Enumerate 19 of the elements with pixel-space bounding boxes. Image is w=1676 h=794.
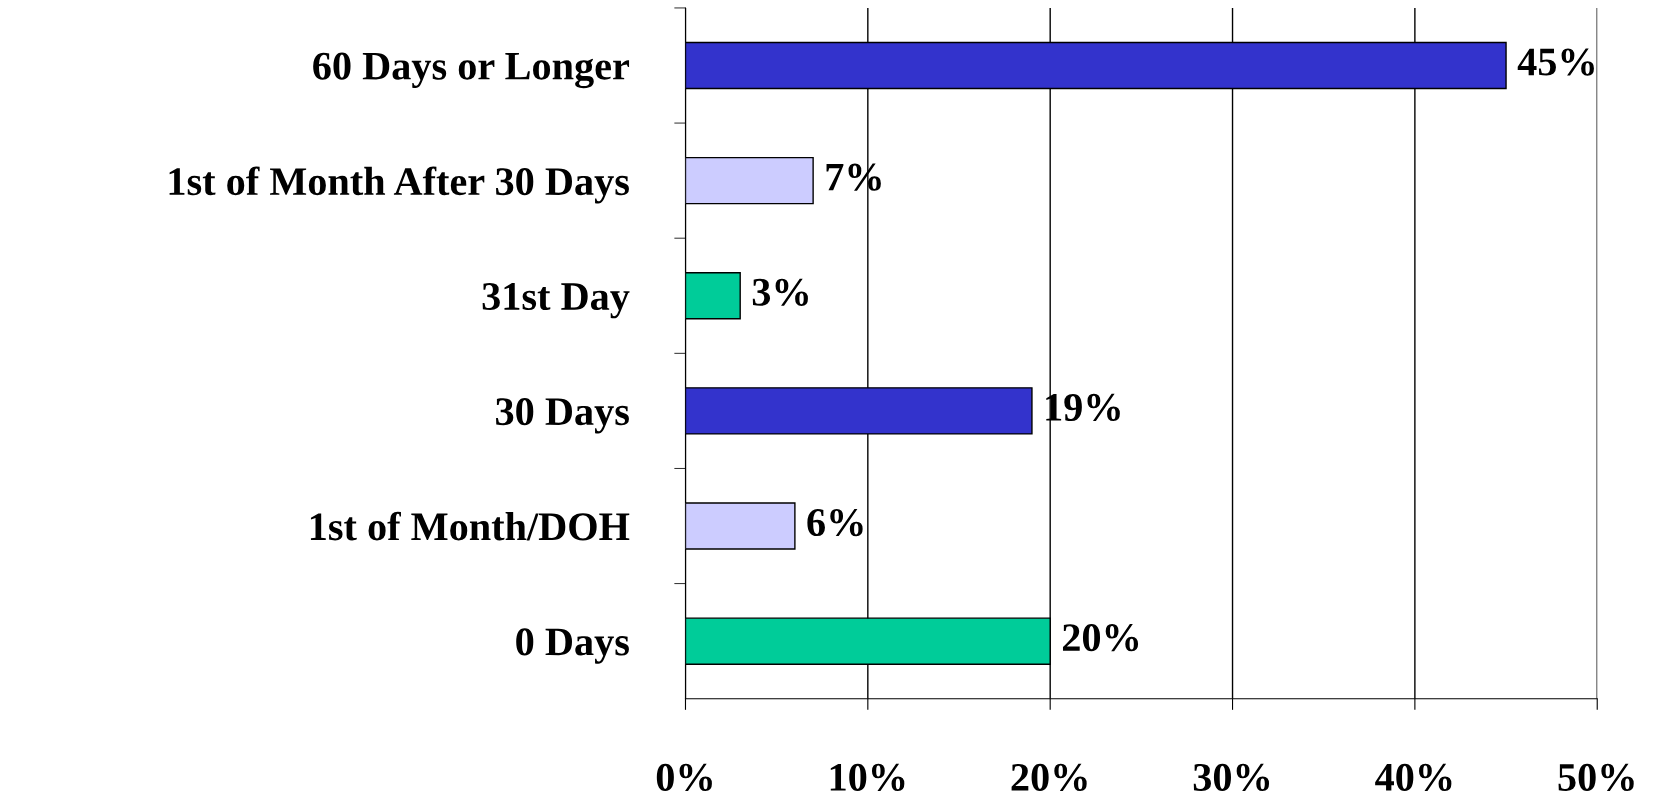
data-label: 45% bbox=[1517, 48, 1594, 76]
x-tick-label: 50% bbox=[1558, 763, 1634, 792]
y-tick-label: 0 Days bbox=[516, 628, 629, 664]
x-tick-label: 10% bbox=[830, 763, 905, 792]
bar bbox=[685, 272, 741, 320]
y-tick-label: 31st Day bbox=[482, 283, 630, 319]
bar bbox=[685, 502, 796, 550]
data-label: 20% bbox=[1062, 624, 1139, 652]
x-tick-label: 20% bbox=[1011, 763, 1087, 792]
y-tick-label: 30 Days bbox=[496, 398, 629, 434]
y-tick-label: 1st of Month After 30 Days bbox=[169, 166, 629, 204]
y-tick-label: 1st of Month/DOH bbox=[310, 511, 630, 541]
x-tick-label: 30% bbox=[1193, 763, 1270, 792]
x-tick-label: 40% bbox=[1375, 763, 1452, 792]
data-label: 3% bbox=[752, 278, 808, 306]
data-label: 6% bbox=[807, 508, 863, 537]
bar bbox=[685, 156, 814, 205]
y-tick-label: 60 Days or Longer bbox=[313, 52, 630, 89]
x-tick-label: 0% bbox=[656, 763, 712, 792]
